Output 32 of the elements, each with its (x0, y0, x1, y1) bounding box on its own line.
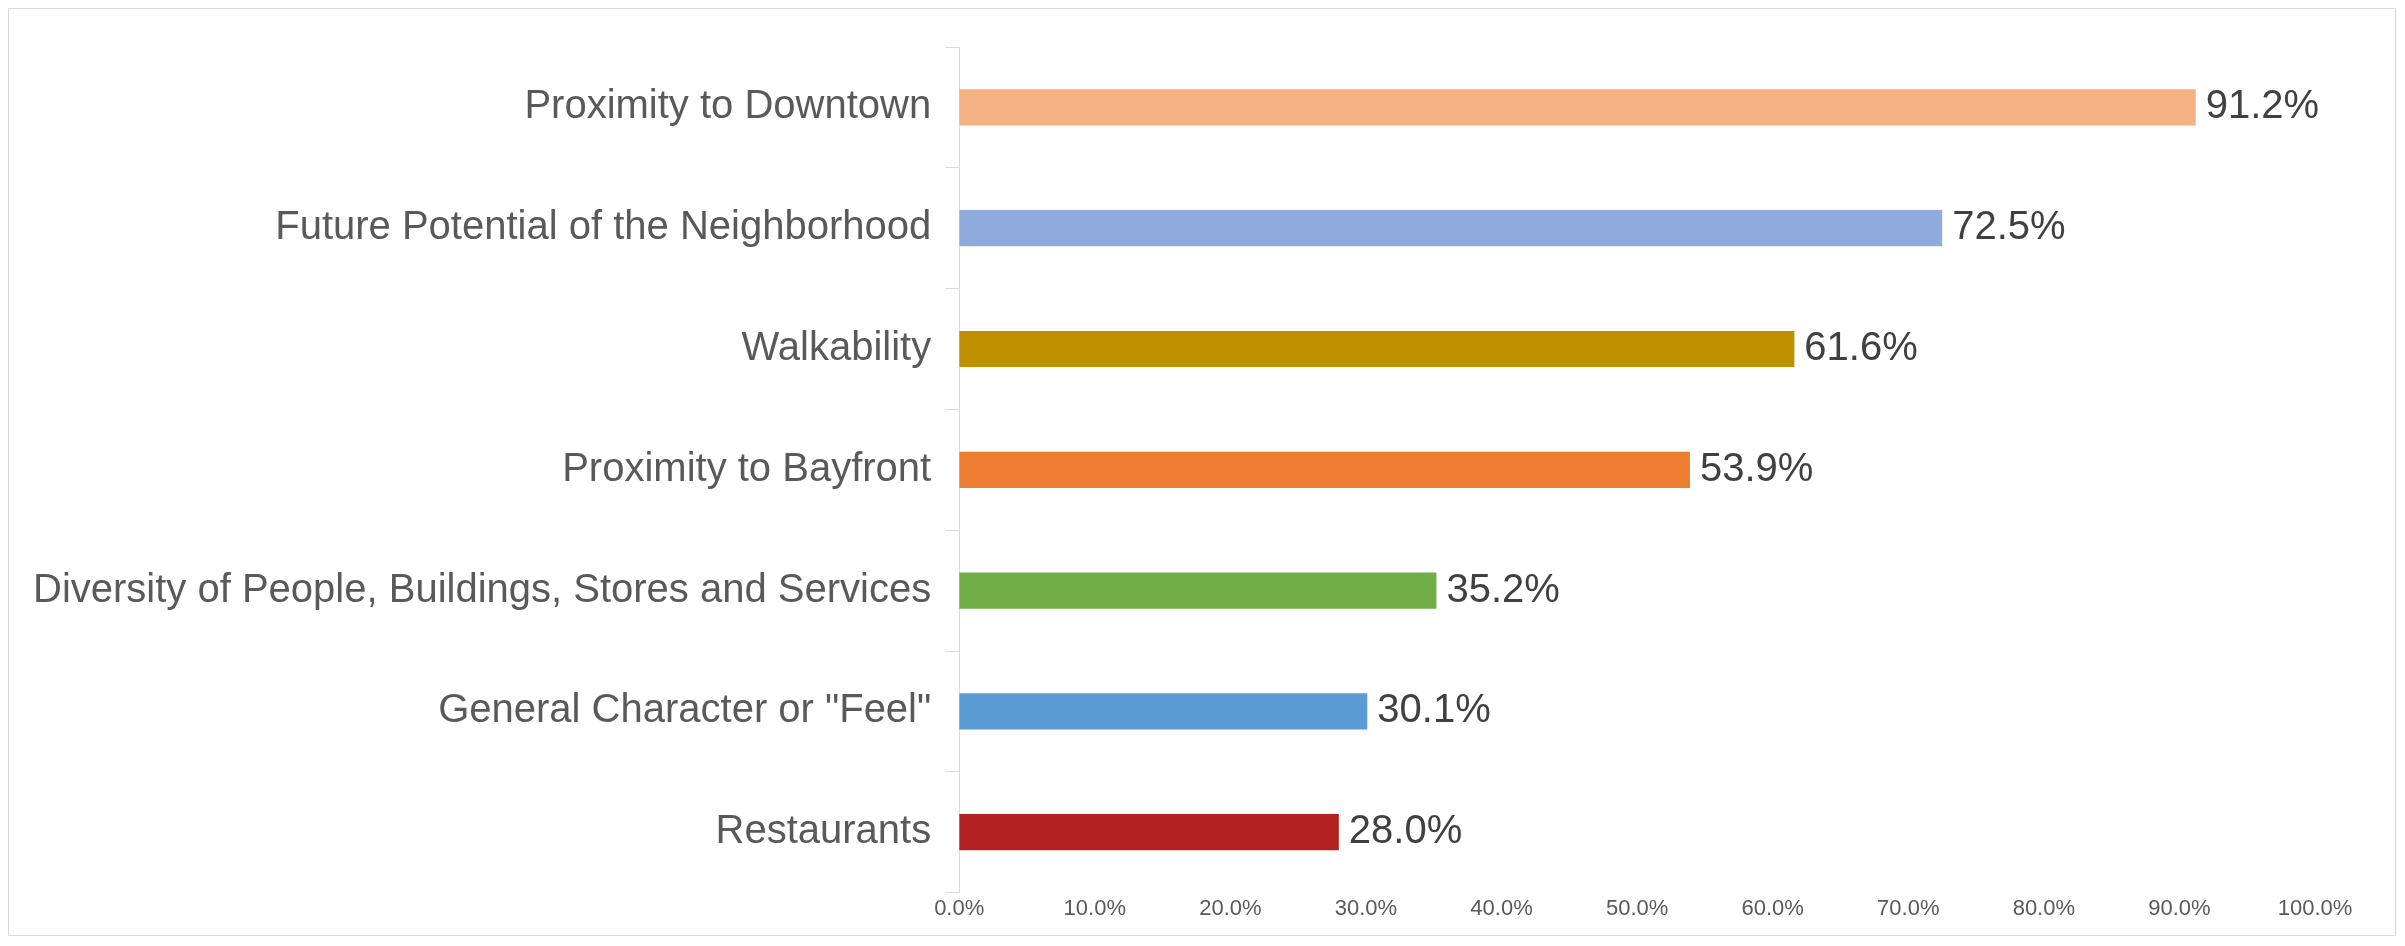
x-tick-label: 90.0% (2148, 894, 2211, 920)
x-tick-label: 60.0% (1741, 894, 1804, 920)
x-tick-label: 0.0% (934, 894, 985, 920)
bar (959, 330, 1795, 368)
data-label: 28.0% (1348, 807, 1463, 852)
y-tick-label: Proximity to Bayfront (562, 444, 932, 489)
x-tick-label: 40.0% (1470, 894, 1533, 920)
y-tick-label: Diversity of People, Buildings, Stores and Services (33, 565, 932, 610)
x-tick-label: 30.0% (1334, 894, 1398, 920)
y-tick-label: Proximity to Downtown (524, 82, 932, 127)
bar (959, 210, 1943, 247)
data-label: 61.6% (1804, 324, 1918, 369)
bar (959, 89, 2196, 126)
x-tick-label: 80.0% (2012, 894, 2076, 920)
x-tick-label: 20.0% (1199, 894, 1262, 920)
bar (959, 572, 1437, 609)
data-label: 91.2% (2205, 82, 2320, 127)
bar (959, 451, 1690, 488)
y-tick-label: Restaurants (715, 807, 932, 852)
bar (959, 693, 1368, 730)
y-tick-label: Walkability (741, 324, 932, 369)
x-tick-label: 10.0% (1063, 894, 1126, 920)
y-tick-label: Future Potential of the Neighborhood (275, 203, 932, 248)
data-label: 30.1% (1377, 686, 1491, 731)
x-tick-label: 100.0% (2277, 894, 2353, 920)
data-label: 72.5% (1952, 203, 2066, 248)
data-label: 53.9% (1699, 444, 1814, 489)
bar (959, 814, 1339, 851)
data-label: 35.2% (1446, 565, 1560, 610)
y-tick-label: General Character or "Feel" (438, 686, 932, 731)
x-tick-label: 70.0% (1877, 894, 1940, 920)
x-tick-label: 50.0% (1605, 894, 1669, 920)
